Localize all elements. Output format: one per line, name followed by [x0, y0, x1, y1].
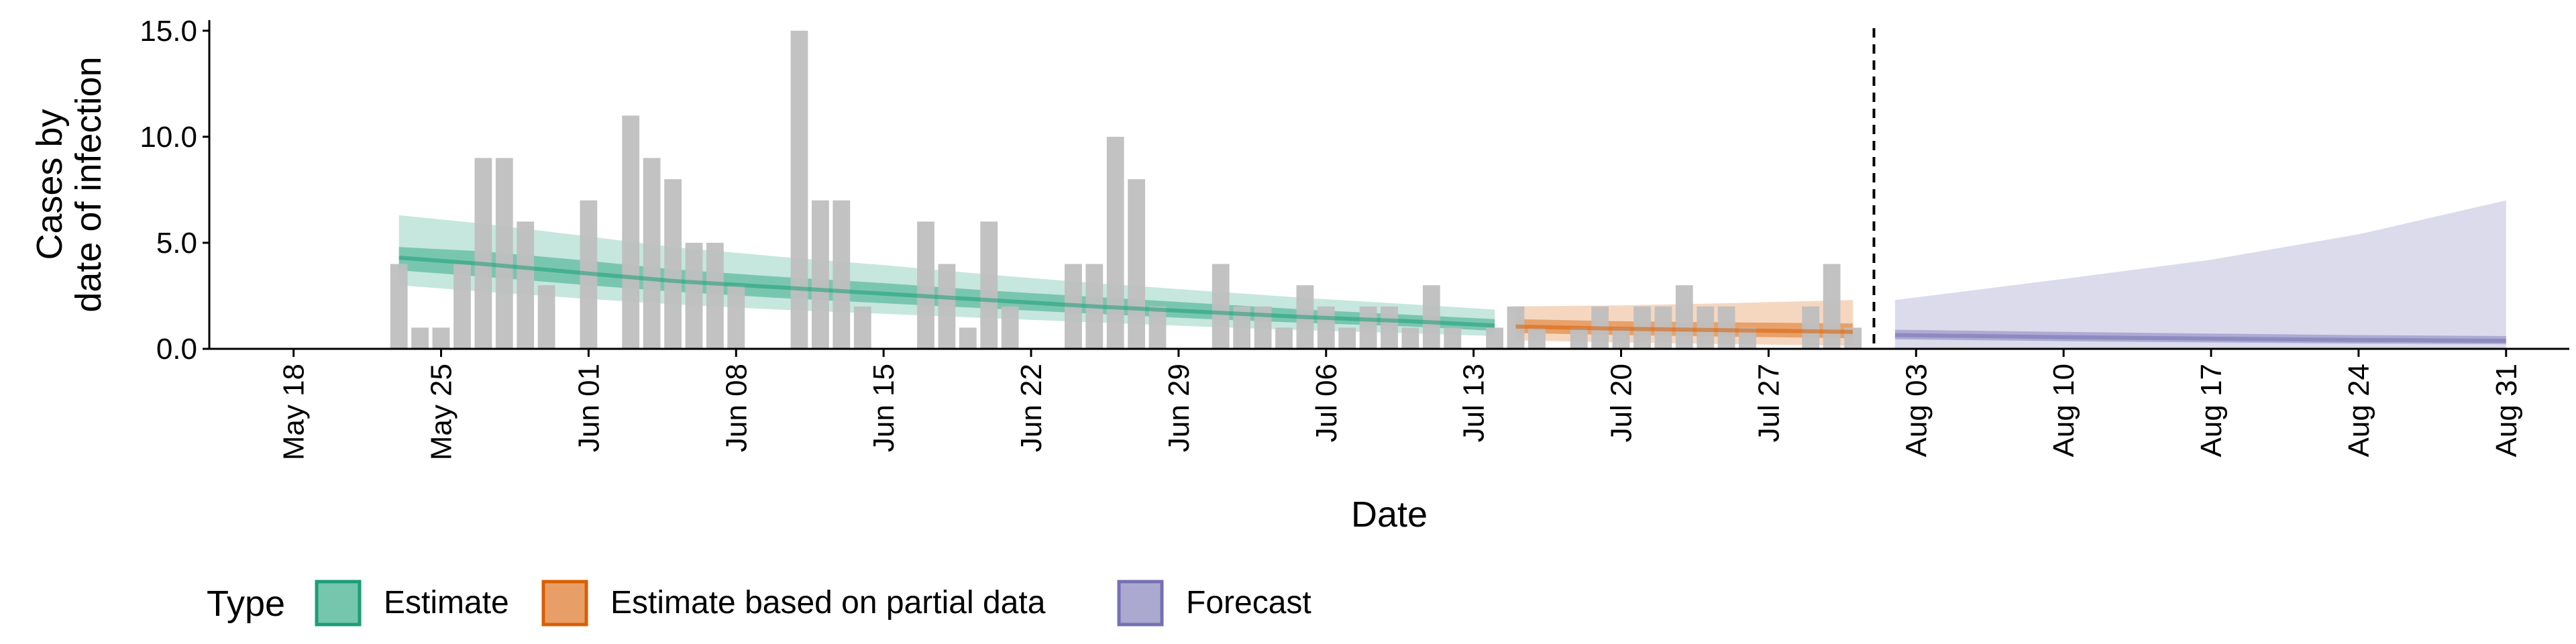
forecast-outer-band [1894, 200, 2506, 349]
y-tick-label: 15.0 [140, 15, 197, 48]
legend: Type Estimate Estimate based on partial da… [207, 580, 1311, 627]
case-bar [706, 242, 724, 349]
case-bar [390, 264, 408, 349]
y-tick-label: 0.0 [156, 333, 197, 366]
case-bar [938, 264, 956, 349]
x-tick-label: Aug 24 [2343, 364, 2375, 457]
legend-label: Estimate [384, 585, 509, 621]
x-axis-title: Date [1351, 494, 1428, 535]
x-tick-label: Aug 03 [1900, 364, 1933, 457]
case-bar [495, 158, 513, 349]
case-bar [664, 179, 682, 349]
legend-key-forecast [1117, 580, 1164, 627]
case-bar [411, 327, 429, 349]
case-bar [643, 158, 661, 349]
case-bar [685, 242, 703, 349]
x-tick-label: May 18 [278, 364, 311, 460]
y-tick-label: 10.0 [140, 121, 197, 154]
x-tick-label: Aug 10 [2047, 364, 2080, 457]
case-bar [1106, 136, 1124, 349]
case-bar [517, 221, 535, 349]
x-tick-label: Jun 08 [720, 364, 753, 452]
forecast-median-line [1894, 333, 2506, 343]
case-bar [727, 285, 745, 349]
estimate-median-line [398, 256, 1495, 328]
x-tick-label: Jul 06 [1310, 364, 1343, 442]
case-bar [432, 327, 450, 349]
case-bar [1001, 306, 1019, 349]
y-axis-title-line-1: Cases by [30, 109, 70, 260]
case-bar [1570, 327, 1588, 349]
legend-key-estimate-based-on-partial-data [541, 580, 588, 627]
case-bar [1338, 327, 1356, 349]
case-bar [622, 115, 640, 350]
legend-title: Type [207, 584, 285, 624]
case-bar [1381, 306, 1398, 349]
case-bar [1401, 327, 1419, 349]
y-axis-title-line-2: date of infection [68, 56, 109, 312]
x-tick-label: Jun 01 [572, 364, 605, 452]
x-tick-label: Jul 13 [1458, 364, 1491, 442]
case-bar [1612, 327, 1630, 349]
x-tick-label: Jun 22 [1015, 364, 1048, 452]
median-lines-layer [398, 256, 2506, 343]
case-bar [1823, 264, 1841, 349]
case-bar [1422, 285, 1440, 349]
estimate-based-on-partial-data-median-line [1515, 324, 1854, 334]
legend-label: Estimate based on partial data [610, 585, 1046, 621]
legend-item-estimate-based-on-partial-data: Estimate based on partial data [541, 580, 1046, 627]
case-bar [1717, 306, 1735, 349]
case-bar [1444, 327, 1462, 349]
x-tick-label: Jun 29 [1163, 364, 1195, 452]
case-bar [812, 200, 829, 349]
case-bar [1275, 327, 1293, 349]
case-bar [474, 158, 492, 349]
case-bar [1486, 327, 1503, 349]
x-tick-label: Jul 27 [1752, 364, 1785, 442]
case-bar [1802, 306, 1820, 349]
case-bar [980, 221, 998, 349]
case-bar [453, 264, 471, 349]
case-bar [959, 327, 977, 349]
case-bars-layer [390, 30, 1862, 350]
case-bar [1128, 179, 1145, 349]
legend-item-estimate: Estimate [315, 580, 509, 627]
x-tick-label: May 25 [425, 364, 458, 460]
case-bar [1528, 327, 1546, 349]
case-bar [1697, 306, 1715, 349]
x-tick-label: Jul 20 [1605, 364, 1638, 442]
y-tick-label: 5.0 [156, 227, 197, 260]
case-bar [853, 306, 871, 349]
case-bar [537, 285, 555, 349]
case-bar [1212, 264, 1230, 349]
case-bar [1317, 306, 1335, 349]
x-tick-label: Aug 31 [2490, 364, 2523, 457]
case-bar [833, 200, 851, 349]
legend-item-forecast: Forecast [1117, 580, 1311, 627]
axes-layer: 0.0 5.0 10.0 15.0 May 18 May 25 Jun 01 Jun 08 Ju… [30, 15, 2569, 535]
case-bar [1148, 306, 1167, 349]
legend-label: Forecast [1186, 585, 1311, 621]
x-tick-label: Aug 17 [2195, 364, 2228, 457]
case-bar [1675, 285, 1693, 349]
case-bar [790, 30, 808, 350]
case-bar [917, 221, 934, 349]
case-bar [1359, 306, 1377, 349]
legend-key-estimate [315, 580, 362, 627]
x-tick-label: Jun 15 [867, 364, 900, 452]
